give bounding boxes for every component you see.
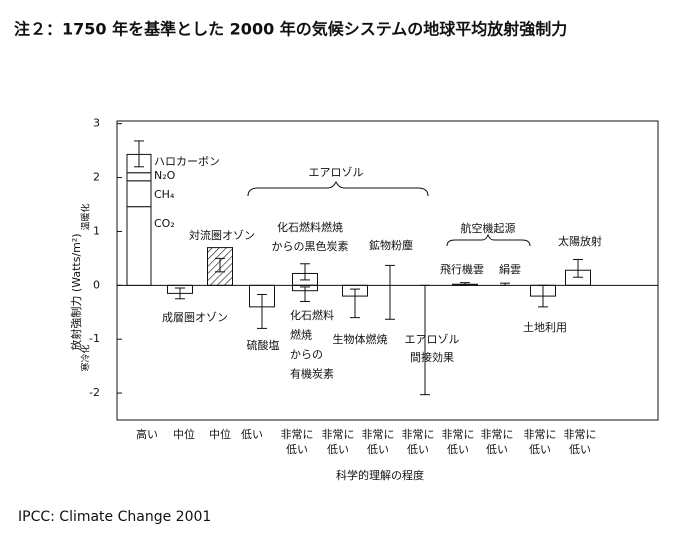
plot-frame — [116, 120, 659, 421]
level-label: 低い — [529, 443, 551, 456]
bar-label: 硫酸塩 — [247, 338, 280, 352]
level-label: 低い — [486, 443, 508, 456]
level-label: 非常に — [322, 428, 355, 441]
group-label: 航空機起源 — [461, 221, 516, 235]
stack-segment — [126, 172, 152, 182]
level-label: 非常に — [281, 428, 314, 441]
bar-label: からの — [290, 348, 323, 361]
bar-label: 化石燃料燃焼 — [277, 220, 343, 234]
bar-label: 燃焼 — [290, 328, 312, 342]
y-tick-label: 3 — [93, 117, 100, 130]
component-label: N₂O — [154, 169, 176, 182]
aviation-brace — [446, 233, 531, 247]
level-label: 非常に — [524, 428, 557, 441]
bar-label: 生物体燃焼 — [333, 332, 388, 346]
level-label: 低い — [447, 443, 469, 456]
bar-label: 化石燃料 — [290, 308, 334, 322]
level-label: 非常に — [481, 428, 514, 441]
warming-label: 温暖化 — [80, 203, 92, 230]
group-label: エアロゾル — [309, 166, 364, 179]
level-label: 低い — [407, 443, 429, 456]
aerosol-brace — [247, 180, 429, 197]
y-tick-label: -1 — [89, 332, 100, 345]
level-label: 非常に — [442, 428, 475, 441]
bar-label: 土地利用 — [523, 321, 567, 334]
level-label: 中位 — [173, 427, 195, 441]
level-label: 非常に — [362, 428, 395, 441]
stack-segment — [126, 206, 152, 286]
level-label: 低い — [327, 443, 349, 456]
level-label: 高い — [136, 427, 158, 441]
source: IPCC: Climate Change 2001 — [18, 509, 211, 525]
level-label: 低い — [367, 443, 389, 456]
y-tick-label: 0 — [93, 278, 100, 291]
chart-title: 注２：1750 年を基準とした 2000 年の気候システムの地球平均放射強制力 — [14, 20, 567, 39]
bar-label: 太陽放射 — [558, 234, 602, 248]
level-label: 低い — [241, 428, 263, 441]
bar-label: 飛行機雲 — [440, 262, 484, 276]
y-tick-label: -2 — [89, 386, 100, 399]
level-label: 非常に — [564, 428, 597, 441]
bar-label: 対流圏オゾン — [189, 228, 255, 242]
y-tick-label: 2 — [93, 171, 100, 184]
bar-label: 間接効果 — [410, 350, 454, 364]
level-label: 非常に — [402, 428, 435, 441]
component-label: CH₄ — [154, 188, 175, 201]
bar-label: 絹雲 — [499, 262, 521, 276]
level-label: 低い — [286, 443, 308, 456]
bar-label: 成層圏オゾン — [162, 311, 228, 324]
y-axis-label: 放射強制力 (Watts/m²) — [69, 233, 83, 350]
component-label: CO₂ — [154, 217, 175, 230]
cooling-label: 寒冷化 — [80, 344, 92, 371]
y-tick-label: 1 — [93, 224, 100, 237]
bar-label: 鉱物粉塵 — [369, 238, 413, 252]
bar-label: エアロゾル — [405, 333, 460, 346]
level-label: 低い — [569, 443, 591, 456]
bar-label: からの黒色炭素 — [272, 239, 349, 253]
bar-label: 有機炭素 — [290, 367, 334, 381]
stack-segment — [126, 180, 152, 208]
component-label: ハロカーボン — [154, 155, 220, 168]
x-axis-label: 科学的理解の程度 — [336, 468, 424, 482]
level-label: 中位 — [209, 427, 231, 441]
